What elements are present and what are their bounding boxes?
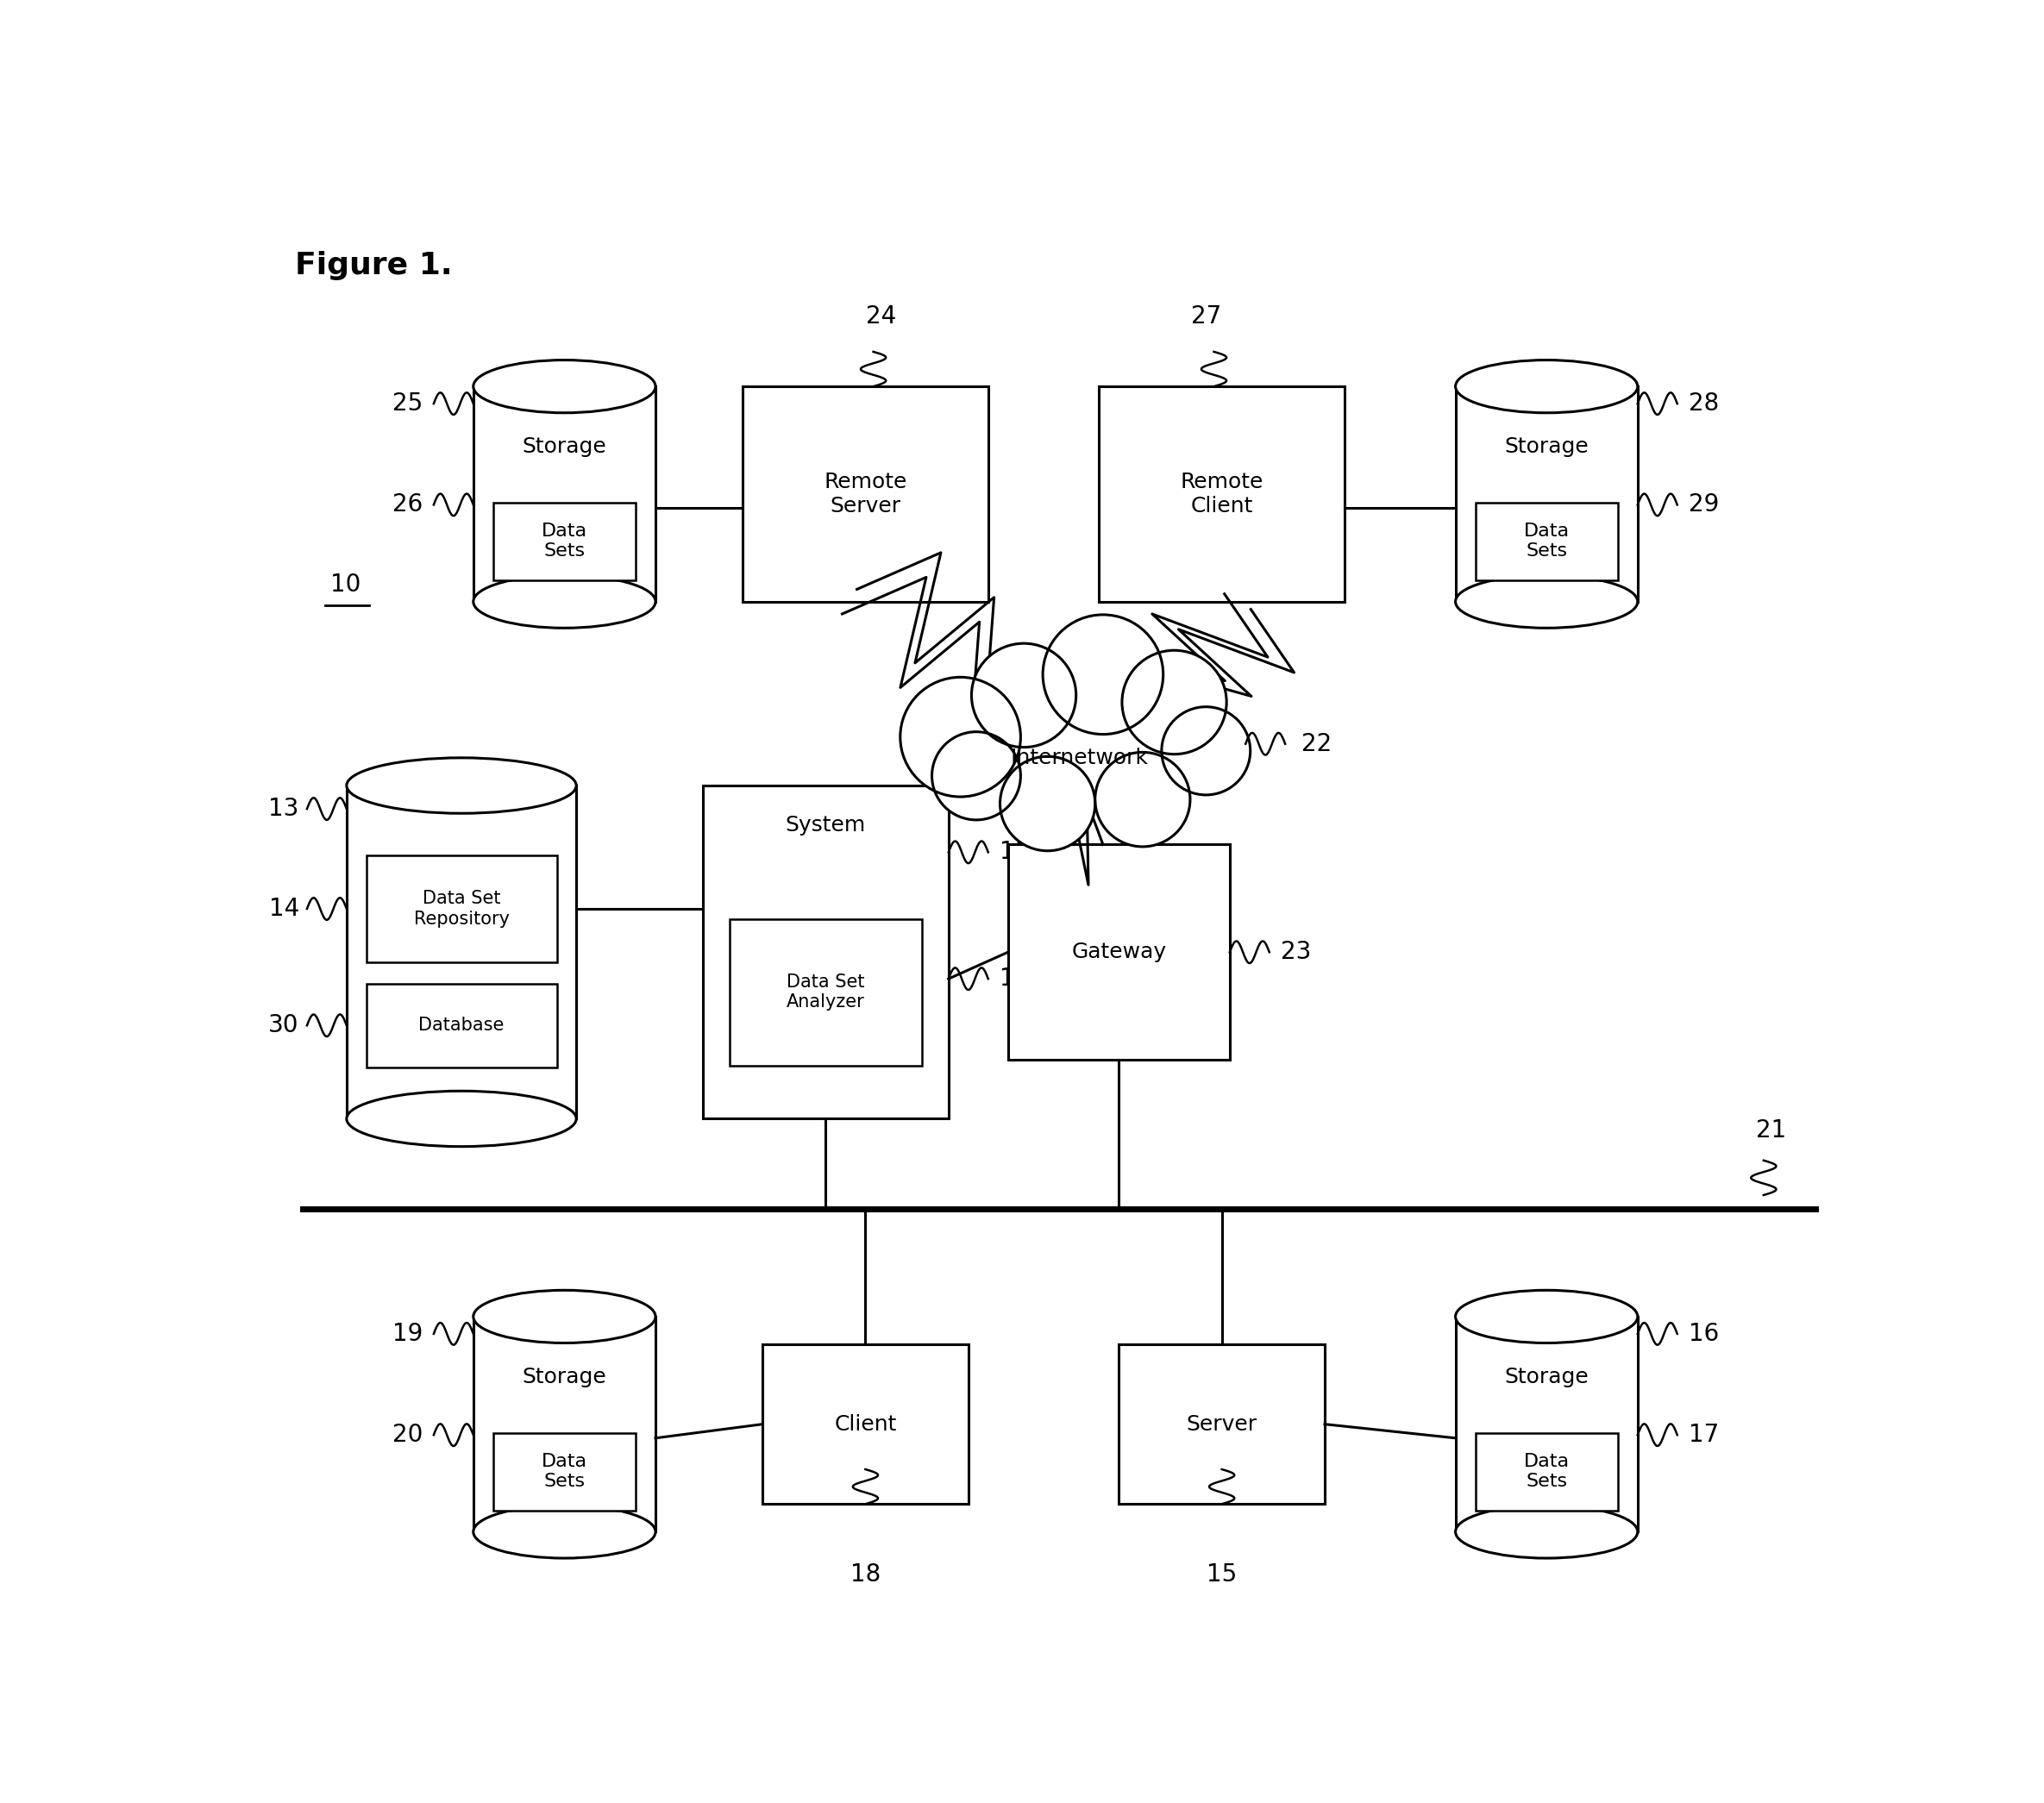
Text: Client: Client: [834, 1414, 897, 1435]
Text: 13: 13: [268, 797, 298, 820]
Bar: [1455, 386, 1637, 602]
Text: Storage: Storage: [419, 869, 503, 889]
Text: 30: 30: [268, 1013, 298, 1037]
Ellipse shape: [474, 1506, 656, 1558]
Text: Server: Server: [1186, 1414, 1257, 1435]
Bar: [1455, 1316, 1637, 1533]
Ellipse shape: [347, 1091, 576, 1147]
Text: 24: 24: [867, 305, 897, 328]
Ellipse shape: [1122, 651, 1226, 754]
Text: Storage: Storage: [1504, 436, 1588, 456]
Text: 29: 29: [1688, 492, 1719, 517]
Text: Storage: Storage: [523, 1367, 607, 1387]
Text: 27: 27: [1192, 305, 1220, 328]
Bar: [730, 920, 922, 1066]
Ellipse shape: [474, 575, 656, 627]
Text: 12: 12: [1000, 966, 1030, 992]
Ellipse shape: [1000, 757, 1096, 851]
Bar: [366, 856, 556, 963]
Text: Figure 1.: Figure 1.: [294, 251, 452, 281]
Bar: [1100, 386, 1345, 602]
Ellipse shape: [1042, 615, 1163, 734]
Text: Data Set
Analyzer: Data Set Analyzer: [787, 974, 865, 1011]
Bar: [703, 786, 948, 1118]
Text: 19: 19: [392, 1322, 423, 1345]
Text: 21: 21: [1756, 1118, 1786, 1143]
Text: Data Set
Repository: Data Set Repository: [413, 891, 509, 927]
Bar: [474, 1316, 656, 1533]
Text: 15: 15: [1206, 1563, 1237, 1587]
Text: Database: Database: [419, 1017, 505, 1035]
Text: Data
Sets: Data Sets: [1523, 523, 1570, 561]
Ellipse shape: [1455, 361, 1637, 413]
Text: Storage: Storage: [1504, 1367, 1588, 1387]
Bar: [1476, 1433, 1617, 1511]
Text: Remote
Server: Remote Server: [824, 472, 908, 516]
Ellipse shape: [1096, 752, 1190, 847]
Ellipse shape: [971, 644, 1075, 746]
Bar: [762, 1345, 969, 1504]
Bar: [1118, 1345, 1325, 1504]
Text: 26: 26: [392, 492, 423, 517]
Text: 17: 17: [1688, 1423, 1719, 1448]
Text: 18: 18: [850, 1563, 881, 1587]
Text: Data
Sets: Data Sets: [542, 1453, 587, 1489]
Bar: [742, 386, 987, 602]
Ellipse shape: [1161, 707, 1251, 795]
Text: System: System: [785, 815, 867, 837]
Bar: [493, 1433, 636, 1511]
Ellipse shape: [347, 757, 576, 813]
Text: 23: 23: [1280, 939, 1310, 965]
Text: 16: 16: [1688, 1322, 1719, 1345]
Bar: [1008, 844, 1230, 1060]
Text: 10: 10: [331, 572, 362, 597]
Ellipse shape: [1455, 1506, 1637, 1558]
Ellipse shape: [474, 1291, 656, 1343]
Ellipse shape: [932, 732, 1020, 820]
Text: Internetwork: Internetwork: [1010, 748, 1149, 768]
Text: Data
Sets: Data Sets: [1523, 1453, 1570, 1489]
Text: 14: 14: [268, 896, 298, 921]
Bar: [1476, 503, 1617, 581]
Bar: [347, 786, 576, 1118]
Text: 22: 22: [1302, 732, 1331, 755]
Bar: [474, 386, 656, 602]
Text: Storage: Storage: [523, 436, 607, 456]
Ellipse shape: [1455, 1291, 1637, 1343]
Text: 11: 11: [1000, 840, 1030, 864]
Ellipse shape: [474, 361, 656, 413]
Bar: [493, 503, 636, 581]
Text: 28: 28: [1688, 391, 1719, 416]
Ellipse shape: [899, 678, 1020, 797]
Text: 20: 20: [392, 1423, 423, 1448]
Bar: [366, 984, 556, 1067]
Text: Data
Sets: Data Sets: [542, 523, 587, 561]
Text: Remote
Client: Remote Client: [1179, 472, 1263, 516]
Ellipse shape: [1455, 575, 1637, 627]
Text: 25: 25: [392, 391, 423, 416]
Text: Gateway: Gateway: [1071, 941, 1167, 963]
